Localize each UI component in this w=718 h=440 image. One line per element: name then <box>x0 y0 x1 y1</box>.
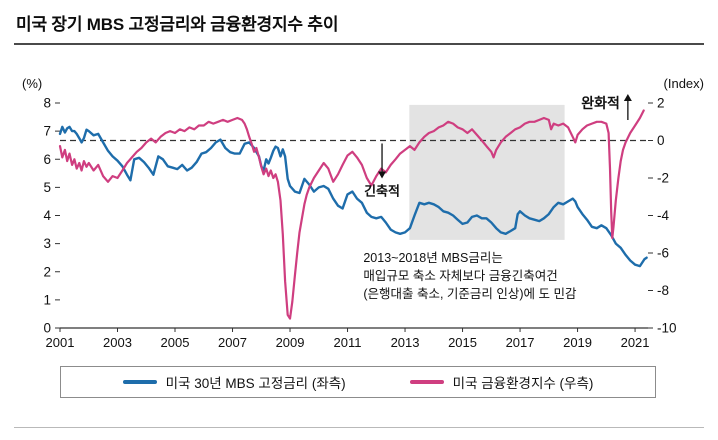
left-tick-label: 3 <box>43 236 51 251</box>
right-axis-unit: (Index) <box>663 76 704 91</box>
left-tick-label: 6 <box>43 152 51 167</box>
easing-label: 완화적 <box>581 95 620 111</box>
blue-line-swatch <box>122 380 157 384</box>
x-tick-label: 2011 <box>334 335 362 350</box>
chart-svg: 2001 2003 2005 2007 2009 2011 2013 2015 2017 2019… <box>43 94 677 350</box>
right-tick-label: 2 <box>657 96 665 111</box>
series-line-1 <box>58 109 645 320</box>
legend-label-mbs-rate: 미국 30년 MBS 고정금리 (좌측) <box>165 376 346 391</box>
left-axis-unit: (%) <box>22 76 43 91</box>
left-tick-label: 2 <box>43 264 51 279</box>
right-tick-label: -8 <box>657 283 669 298</box>
note-line-1: 2013~2018년 MBS금리는 <box>363 251 502 265</box>
right-tick-label: -2 <box>657 171 669 186</box>
tightening-label: 긴축적 <box>364 184 400 199</box>
note-line-3: (은행대출 축소, 기준금리 인상)에 도 민감 <box>363 286 577 301</box>
right-tick-label: 0 <box>657 133 665 148</box>
title-divider <box>14 43 704 45</box>
right-tick-label: -4 <box>657 208 669 223</box>
x-tick-label: 2013 <box>391 335 420 350</box>
series-line-0 <box>58 125 648 268</box>
pink-line-swatch <box>409 380 444 384</box>
legend-item-mbs-rate: 미국 30년 MBS 고정금리 (좌측) <box>122 372 346 392</box>
legend-label-fci: 미국 금융환경지수 (우측) <box>452 376 594 391</box>
x-tick-label: 2009 <box>276 335 305 350</box>
x-tick-label: 2021 <box>621 335 650 350</box>
x-tick-label: 2019 <box>563 335 592 350</box>
easing-arrowhead <box>623 94 632 101</box>
x-tick-label: 2007 <box>218 335 247 350</box>
left-tick-label: 5 <box>43 180 51 195</box>
x-tick-label: 2005 <box>161 335 190 350</box>
legend-item-fci: 미국 금융환경지수 (우측) <box>409 372 594 392</box>
tightening-arrowhead <box>378 171 387 179</box>
x-tick-label: 2003 <box>103 335 132 350</box>
left-tick-label: 0 <box>43 321 51 336</box>
left-tick-label: 1 <box>43 292 51 307</box>
bottom-divider <box>14 427 704 428</box>
x-tick-label: 2015 <box>448 335 477 350</box>
x-tick-label: 2001 <box>46 335 75 350</box>
left-tick-label: 4 <box>43 208 51 223</box>
x-tick-label: 2017 <box>506 335 535 350</box>
legend: 미국 30년 MBS 고정금리 (좌측) 미국 금융환경지수 (우측) <box>60 366 656 398</box>
note-line-2: 매입규모 축소 자체보다 금융긴축여건 <box>363 269 557 283</box>
right-tick-label: -6 <box>657 246 669 261</box>
page-title: 미국 장기 MBS 고정금리와 금융환경지수 추이 <box>16 15 339 34</box>
right-tick-label: -10 <box>657 321 677 336</box>
left-tick-label: 8 <box>43 96 51 111</box>
left-tick-label: 7 <box>43 124 51 139</box>
